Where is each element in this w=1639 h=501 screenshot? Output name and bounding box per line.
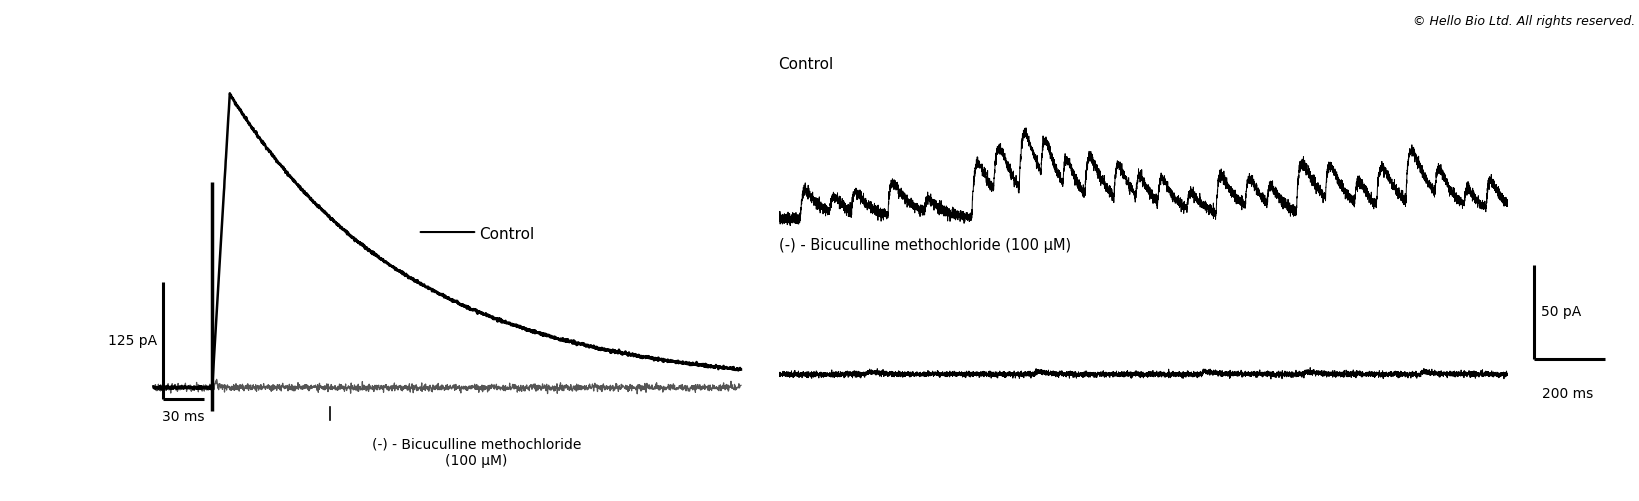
Text: Control: Control (480, 227, 534, 242)
Text: 200 ms: 200 ms (1542, 387, 1593, 401)
Text: 125 pA: 125 pA (108, 334, 157, 348)
Text: 30 ms: 30 ms (162, 410, 205, 423)
Text: Control: Control (779, 57, 834, 72)
Text: (-) - Bicuculline methochloride (100 μM): (-) - Bicuculline methochloride (100 μM) (779, 238, 1070, 253)
Text: 50 pA: 50 pA (1541, 305, 1582, 319)
Text: (-) - Bicuculline methochloride
(100 μM): (-) - Bicuculline methochloride (100 μM) (372, 437, 582, 467)
Text: © Hello Bio Ltd. All rights reserved.: © Hello Bio Ltd. All rights reserved. (1413, 15, 1636, 28)
